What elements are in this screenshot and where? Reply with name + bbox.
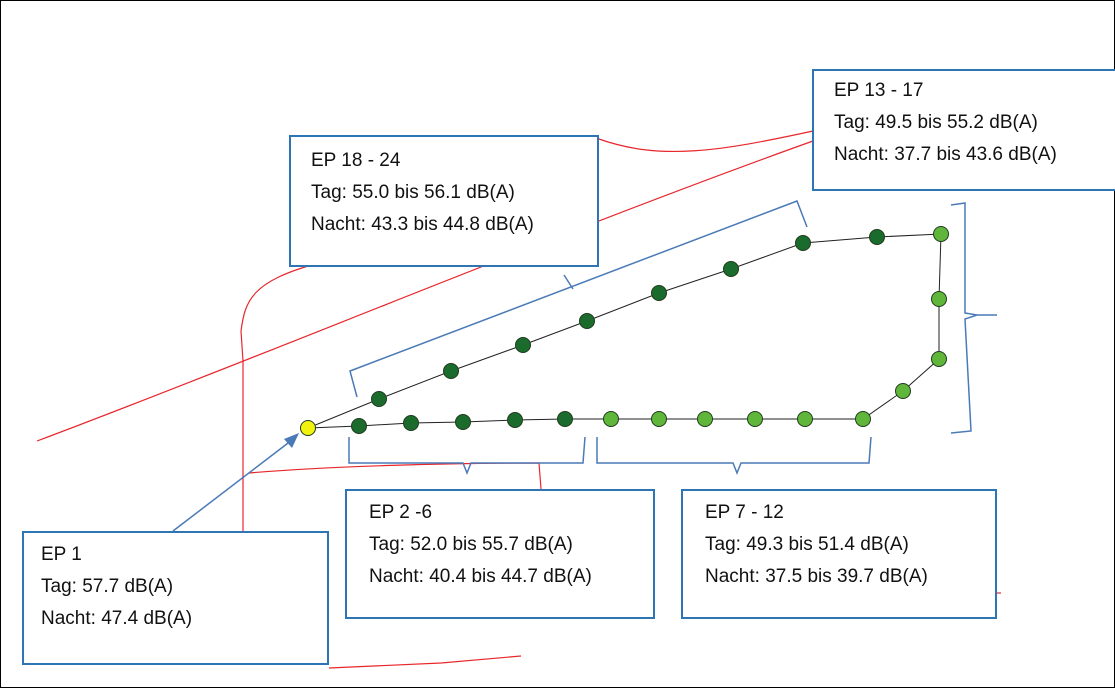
label-tag-range: Tag: 55.0 bis 56.1 dB(A) [311,182,515,203]
receiver-point [933,226,949,242]
receiver-point [579,313,595,329]
bracket-ep13-17 [950,202,978,434]
label-tag-range: Tag: 52.0 bis 55.7 dB(A) [369,534,573,555]
receiver-point [855,411,871,427]
receiver-point [651,285,667,301]
label-nacht-range: Nacht: 40.4 bis 44.7 dB(A) [369,566,592,587]
receiver-point [797,411,813,427]
road-line [248,462,542,490]
label-tag-range: Tag: 49.3 bis 51.4 dB(A) [705,534,909,555]
label-nacht-range: Nacht: 37.7 bis 43.6 dB(A) [834,144,1057,165]
receiver-point [455,414,471,430]
road-line [36,140,814,442]
road-line [240,262,320,332]
receiver-point [895,383,911,399]
receiver-point [697,411,713,427]
label-nacht-range: Nacht: 43.3 bis 44.8 dB(A) [311,214,534,235]
receiver-point [651,411,667,427]
receiver-point [515,337,531,353]
label-box-ep18-24: EP 18 - 24 Tag: 55.0 bis 56.1 dB(A) Nach… [289,135,599,267]
label-title: EP 1 [41,544,82,565]
brackets-layer [172,200,997,532]
bracket-ep2-6 [348,436,586,476]
label-title: EP 13 - 17 [834,80,924,101]
receiver-points [300,226,949,436]
road-line [598,130,814,153]
label-nacht-range: Nacht: 37.5 bis 39.7 dB(A) [705,566,928,587]
label-title: EP 18 - 24 [311,150,401,171]
label-tag-value: Tag: 57.7 dB(A) [41,576,174,597]
receiver-point [795,235,811,251]
road-line [328,655,522,669]
receiver-point [869,229,885,245]
label-box-ep2-6: EP 2 -6 Tag: 52.0 bis 55.7 dB(A) Nacht: … [345,489,655,619]
label-box-ep13-17: EP 13 - 17 Tag: 49.5 bis 55.2 dB(A) Nach… [812,69,1115,191]
label-title: EP 7 - 12 [705,502,784,523]
receiver-point [371,391,387,407]
bracket-ep18-24 [349,200,808,398]
label-box-ep7-12: EP 7 - 12 Tag: 49.3 bis 51.4 dB(A) Nacht… [681,489,997,619]
receiver-point [603,411,619,427]
receiver-point [443,363,459,379]
bracket-ep7-12 [596,436,872,476]
receiver-point [557,411,573,427]
bracket-ep18-24-stem [563,274,574,290]
receiver-point [507,412,523,428]
receiver-point [300,420,316,436]
receiver-point [723,261,739,277]
receiver-point [403,415,419,431]
receiver-point [931,291,947,307]
label-tag-range: Tag: 49.5 bis 55.2 dB(A) [834,112,1038,133]
arrow-ep1-head [284,433,299,448]
arrow-ep1-shaft [172,439,293,532]
label-nacht-value: Nacht: 47.4 dB(A) [41,608,193,629]
receiver-point [931,351,947,367]
receiver-point [351,418,367,434]
receiver-point [747,411,763,427]
label-title: EP 2 -6 [369,502,433,523]
label-box-ep1: EP 1 Tag: 57.7 dB(A) Nacht: 47.4 dB(A) [22,531,329,665]
roads-layer [36,130,1001,669]
